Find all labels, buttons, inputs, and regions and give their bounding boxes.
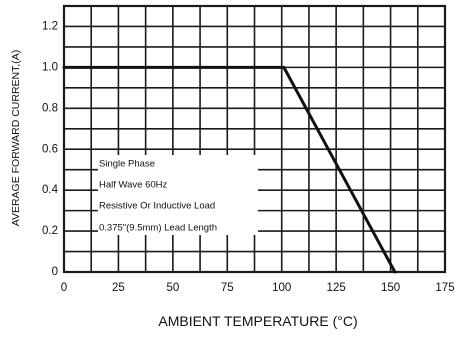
annotation-text: 0.375"(9.5mm) Lead Length (99, 223, 217, 234)
y-tick-label: 1.0 (42, 61, 58, 73)
plot-frame (62, 4, 447, 274)
annotation-text: Single Phase (99, 159, 155, 170)
x-tick-label: 25 (112, 282, 125, 294)
y-tick-label: 1.2 (42, 20, 58, 32)
y-tick-label: 0.8 (42, 102, 58, 114)
x-tick-label: 125 (327, 282, 346, 294)
annotation-text: Resistive Or Inductive Load (99, 201, 215, 212)
series-line (62, 65, 397, 274)
x-tick-label: 150 (381, 282, 400, 294)
annotation-layer: Single Phase Half Wave 60Hz Resistive Or I… (99, 159, 217, 234)
x-tick-labels: 0 25 50 75 100 125 150 175 (61, 282, 455, 294)
x-tick-label: 75 (221, 282, 234, 294)
y-tick-labels: 0 0.2 0.4 0.6 0.8 1.0 1.2 (42, 20, 59, 278)
y-tick-label: 0.2 (42, 225, 58, 237)
x-tick-label: 175 (435, 282, 454, 294)
y-tick-label: 0.6 (42, 143, 58, 155)
x-tick-label: 0 (61, 282, 67, 294)
x-axis-title: AMBIENT TEMPERATURE (°C) (158, 313, 357, 329)
y-tick-label: 0 (52, 266, 58, 278)
annotation-box (98, 155, 258, 235)
series-layer (62, 65, 397, 274)
y-axis-title: AVERAGE FORWARD CURRENT,(A) (10, 50, 22, 227)
x-tick-label: 100 (272, 282, 291, 294)
x-tick-label: 50 (166, 282, 179, 294)
annotation-background (98, 155, 258, 235)
annotation-text: Half Wave 60Hz (99, 180, 168, 191)
y-tick-label: 0.4 (42, 184, 59, 196)
